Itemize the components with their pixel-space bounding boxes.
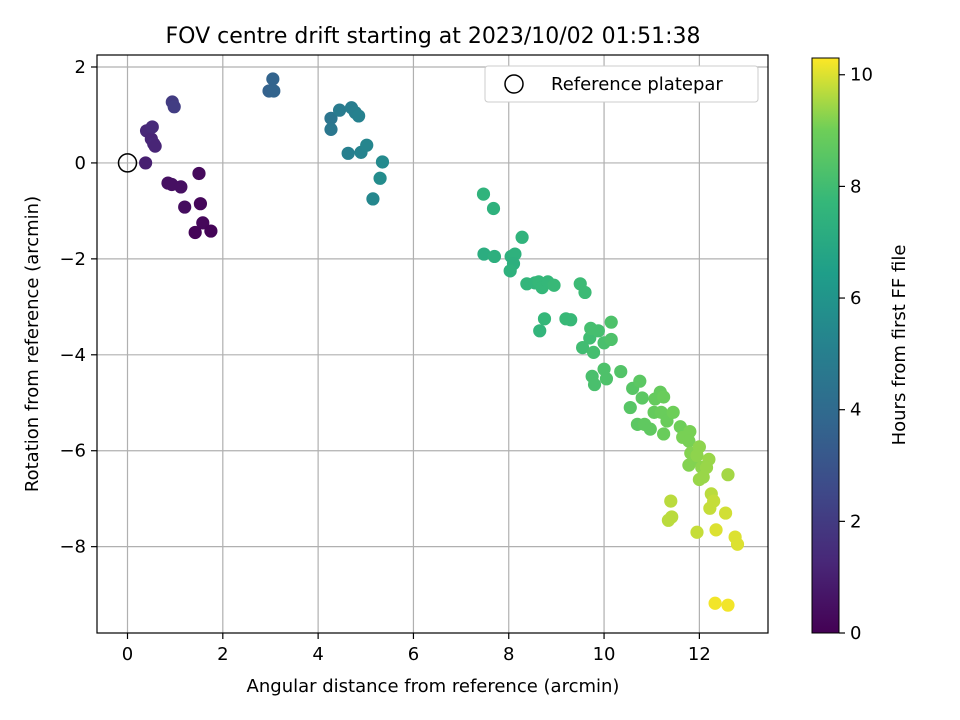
data-point [730,537,745,551]
y-tick-label: 0 [75,153,86,174]
data-point [586,345,601,359]
colorbar-tick-label: 10 [850,65,873,86]
colorbar-tick-label: 6 [850,288,861,309]
data-point [614,364,628,379]
data-point [341,146,355,160]
data-point [683,424,697,439]
data-point [193,197,208,211]
x-tick-label: 0 [122,644,133,665]
data-point [682,434,696,448]
data-point [192,166,206,181]
data-point [692,440,706,454]
data-point [564,313,578,327]
y-axis-label: Rotation from reference (arcmin) [22,196,43,492]
x-tick-label: 10 [593,644,616,665]
data-point [324,122,338,136]
data-point [657,427,671,441]
grid-lines [97,55,768,633]
data-point [547,278,561,292]
data-point [666,405,680,419]
legend-entry: Reference platepar [551,74,723,95]
data-point [587,377,602,392]
data-point [196,216,210,230]
data-point [604,332,618,347]
colorbar: 0 2 4 6 8 10 Hours from first FF file [811,57,910,644]
legend-box [484,65,759,103]
data-point [324,111,338,125]
data-point [709,523,723,537]
data-point [267,84,281,98]
data-point [145,120,159,134]
y-tick-label: 2 [75,57,86,78]
x-tick-label: 2 [217,644,228,665]
data-point [721,468,735,482]
data-point [487,249,502,264]
data-point [537,312,552,326]
data-point [533,324,547,338]
colorbar-tick-label: 4 [850,400,861,421]
y-tick-label: −4 [59,345,86,366]
data-point [690,525,704,539]
data-point [204,224,218,238]
colorbar-tick-label: 2 [850,511,861,532]
data-point [515,230,529,244]
x-axis-label: Angular distance from reference (arcmin) [247,676,620,697]
scatter-points [139,72,745,612]
colorbar-label: Hours from first FF file [889,245,910,446]
data-point [375,155,390,169]
data-point [139,156,153,170]
y-tick-label: −2 [59,249,86,270]
data-point [661,513,675,527]
data-point [188,225,202,240]
data-point [657,390,671,404]
data-point [360,138,374,152]
data-point [643,422,657,436]
data-point [699,460,714,475]
y-axis-ticks: 2 0 −2 −4 −6 −8 [59,57,97,558]
data-point [604,315,618,329]
y-tick-label: −6 [59,441,86,462]
data-point [266,72,280,86]
data-point [178,200,192,214]
data-point [148,139,162,153]
data-point [373,171,387,185]
legend: Reference platepar [484,65,759,103]
chart-title: FOV centre drift starting at 2023/10/02 … [166,24,701,49]
colorbar-tick-label: 8 [850,176,861,197]
data-point [332,103,347,117]
data-point [167,100,181,114]
data-point [721,598,735,612]
x-tick-label: 6 [408,644,419,665]
data-point [718,506,733,520]
plot-frame [96,54,769,634]
data-point [352,109,366,123]
y-tick-label: −8 [59,537,86,558]
data-point [708,596,722,610]
data-point [703,501,717,515]
x-tick-label: 4 [312,644,323,665]
data-point [477,247,491,261]
reference-marker [117,153,138,173]
data-point [486,201,501,216]
legend-marker [504,74,524,94]
data-point [174,180,188,194]
data-point [633,374,647,388]
data-point [664,494,678,508]
x-tick-label: 8 [503,644,514,665]
data-point [476,187,491,201]
data-point [503,264,517,278]
colorbar-tick-label: 0 [850,623,861,644]
data-point [635,391,649,405]
data-point [599,372,614,386]
colorbar-ticks: 0 2 4 6 8 10 [839,65,873,644]
data-point [591,324,605,338]
data-point [366,192,380,206]
x-axis-ticks: 0 2 4 6 8 10 12 [122,633,711,665]
x-tick-label: 12 [688,644,711,665]
data-point [623,400,637,415]
colorbar-gradient [811,57,840,634]
data-point [576,340,590,355]
data-point [578,285,592,300]
